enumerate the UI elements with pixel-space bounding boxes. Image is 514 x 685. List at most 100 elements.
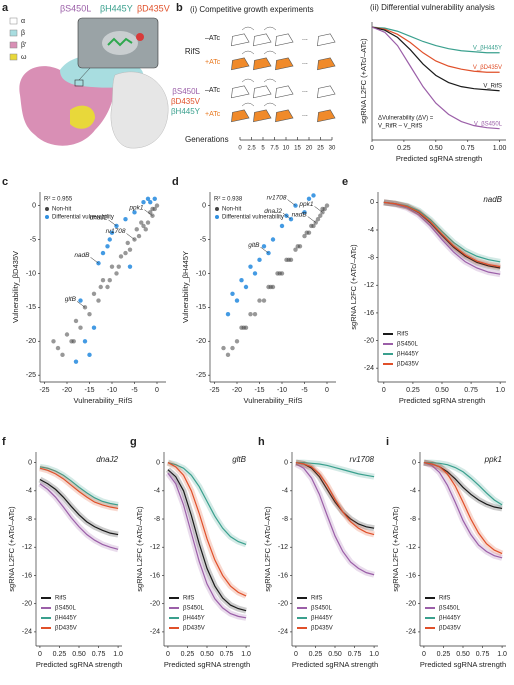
point [78, 325, 83, 330]
panel-label: f [2, 436, 6, 448]
x-tick-label: -15 [254, 387, 264, 394]
x-tick-label: -5 [301, 387, 307, 394]
y-axis-label: sgRNA L2FC (+ATc/–ATc) [135, 506, 144, 592]
x-tick-label: -15 [84, 387, 94, 394]
strain-label: βD435V [171, 97, 201, 106]
point [55, 345, 61, 351]
legend-label: Non-hit [222, 207, 242, 213]
point [145, 220, 151, 225]
y-tick-label: -12 [22, 544, 32, 551]
flask [317, 85, 336, 99]
inset-pocket [102, 31, 138, 55]
series-line [167, 472, 247, 619]
structure [19, 17, 169, 149]
generations-label: Generations [185, 135, 229, 144]
point [257, 298, 262, 303]
y-tick-label: -20 [22, 601, 32, 608]
gene-label: dnaJ2 [264, 208, 282, 215]
series-line [39, 478, 119, 536]
point [96, 298, 101, 303]
y-tick-label: 0 [32, 202, 36, 209]
point [150, 206, 155, 212]
point [279, 223, 285, 229]
x-axis-label: Predicted sgRNA strength [36, 660, 122, 669]
legend-label: βH445Y [183, 616, 205, 622]
swatch [9, 17, 18, 25]
transfer-arrow [241, 78, 255, 83]
label-leader [126, 233, 135, 240]
point [286, 257, 291, 263]
mutation-label: βH445Y [100, 3, 133, 13]
point [152, 196, 157, 201]
flask [275, 57, 294, 71]
y-axis-label: Vulnerability_βD435V [11, 251, 20, 323]
point [123, 216, 128, 222]
transfer-arrow [263, 78, 277, 83]
y-tick-label: -15 [196, 304, 206, 311]
point [241, 325, 246, 330]
series-label: V_βH445Y [473, 45, 502, 51]
y-tick-label: -20 [26, 338, 36, 345]
point [221, 345, 226, 351]
point [91, 291, 97, 296]
chart: 0 0.25 0.50 0.75 1.0 0 -4 -8 -12 -16 -20 -24 Predict… [7, 452, 123, 669]
schematic: (i) Competitive growth experiments RifS … [171, 5, 332, 144]
y-tick-label: -16 [22, 572, 32, 579]
y-axis-label: sgRNA L2FC (+ATc/–ATc) [391, 506, 400, 592]
point [306, 196, 312, 201]
series-line [383, 201, 501, 275]
x-axis-label: Vulnerability_RifS [244, 396, 303, 405]
chart-title: gltB [232, 455, 246, 464]
legend-label: βD435V [311, 626, 333, 632]
subunit-omega [70, 105, 95, 129]
chart: 0 0.25 0.50 0.75 1.0 0 -4 -8 -12 -16 -20 -24 Predict… [349, 192, 506, 405]
x-tick-label: 0.25 [53, 651, 67, 658]
point [261, 298, 267, 303]
x-axis-label: Predicted sgRNA strength [396, 154, 482, 163]
condition-label: –ATc [205, 35, 221, 42]
point [145, 196, 151, 201]
y-tick-label: -12 [406, 544, 416, 551]
ellipsis: ... [302, 111, 308, 118]
point [268, 284, 273, 290]
point [107, 237, 112, 242]
x-tick-label: 1.0 [497, 651, 507, 658]
y-tick-label: -8 [26, 516, 32, 523]
legend-label: βS450L [311, 606, 332, 612]
point [141, 223, 146, 229]
series-line [371, 26, 500, 73]
x-tick-label: 0.75 [461, 145, 475, 152]
strain-label: βH445Y [171, 107, 201, 116]
chart: 0 0.25 0.50 0.75 1.0 0 -4 -8 -12 -16 -20 -24 Predict… [391, 452, 507, 669]
series-label: V_βS450L [474, 121, 503, 127]
x-tick-label: 1.0 [113, 651, 123, 658]
point [139, 220, 144, 225]
label-leader [76, 301, 86, 308]
series-line [423, 461, 503, 555]
chart: 0 0.25 0.50 0.75 1.00 Predicted sgRNA strengt… [359, 3, 507, 163]
chart-title: rv1708 [350, 455, 375, 464]
point [252, 271, 258, 276]
x-tick-label: 1.0 [241, 651, 251, 658]
legend-label: βS450L [439, 606, 460, 612]
legend-label: βH445Y [311, 616, 333, 622]
point [127, 247, 133, 252]
x-tick-label: 0.75 [348, 651, 362, 658]
point [118, 254, 124, 259]
annotation: R² = 0.938 [214, 197, 243, 203]
ellipsis: ... [302, 35, 308, 42]
y-tick-label: -4 [282, 488, 288, 495]
x-tick-label: 1.0 [369, 651, 379, 658]
flask [253, 109, 272, 123]
point [230, 291, 235, 296]
series-line [383, 201, 501, 268]
panel-label: c [2, 176, 8, 188]
y-tick-label: -4 [26, 488, 32, 495]
x-axis-label: Predicted sgRNA strength [292, 660, 378, 669]
point [73, 359, 79, 364]
zoom-line [78, 67, 91, 81]
x-tick-label: -25 [39, 387, 49, 394]
legend-label: RifS [439, 596, 450, 602]
gene-label: rv1708 [106, 228, 126, 235]
x-tick-label: -10 [107, 387, 117, 394]
